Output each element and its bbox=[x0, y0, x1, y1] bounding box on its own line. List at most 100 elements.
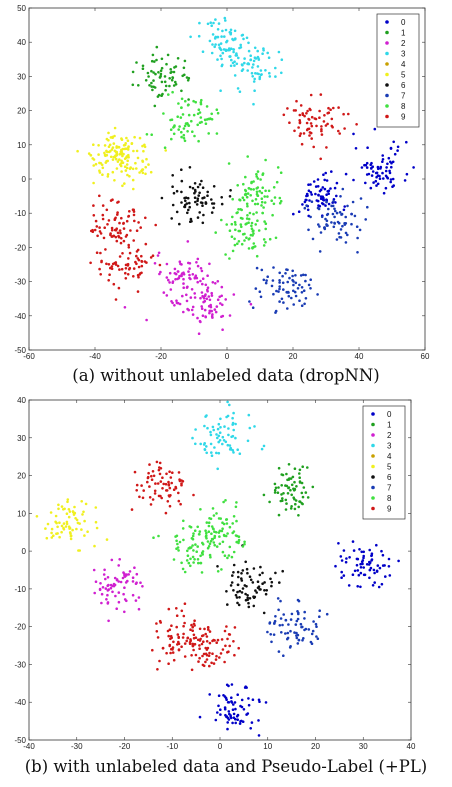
point-digit-6 bbox=[198, 191, 201, 195]
point-digit-3 bbox=[231, 423, 234, 426]
point-digit-0 bbox=[392, 184, 396, 187]
point-digit-9 bbox=[177, 491, 180, 495]
point-digit-9 bbox=[157, 468, 161, 472]
point-digit-0 bbox=[347, 584, 351, 587]
point-digit-9 bbox=[158, 659, 161, 663]
point-digit-9 bbox=[301, 112, 305, 115]
point-digit-7 bbox=[299, 274, 303, 277]
point-digit-0 bbox=[358, 548, 361, 551]
point-digit-6 bbox=[248, 597, 252, 600]
point-digit-2 bbox=[128, 570, 132, 573]
point-digit-8 bbox=[182, 136, 186, 140]
point-digit-5 bbox=[135, 167, 138, 170]
legend-box bbox=[376, 13, 420, 128]
point-digit-3 bbox=[234, 422, 237, 426]
legend-label: 8 bbox=[387, 494, 392, 503]
point-digit-9 bbox=[174, 486, 178, 490]
point-digit-2 bbox=[178, 274, 181, 278]
point-digit-3 bbox=[210, 51, 214, 55]
point-digit-6 bbox=[195, 203, 199, 206]
point-digit-2 bbox=[208, 311, 211, 315]
point-digit-2 bbox=[197, 332, 201, 336]
point-digit-3 bbox=[194, 442, 197, 446]
point-digit-8 bbox=[236, 242, 239, 245]
point-digit-5 bbox=[95, 526, 99, 530]
point-digit-9 bbox=[167, 634, 170, 638]
point-digit-0 bbox=[376, 165, 380, 169]
point-digit-9 bbox=[147, 471, 150, 475]
point-digit-0 bbox=[387, 565, 391, 568]
point-digit-3 bbox=[259, 73, 263, 77]
point-digit-7 bbox=[284, 632, 287, 635]
point-digit-0 bbox=[371, 584, 375, 587]
legend-label: 1 bbox=[401, 29, 406, 38]
point-digit-0 bbox=[233, 701, 237, 704]
point-digit-7 bbox=[324, 217, 327, 221]
point-digit-2 bbox=[141, 585, 144, 588]
point-digit-6 bbox=[246, 596, 249, 600]
point-digit-0 bbox=[357, 573, 361, 577]
point-digit-9 bbox=[215, 654, 218, 658]
point-digit-9 bbox=[175, 625, 178, 629]
legend-label: 4 bbox=[401, 60, 406, 69]
point-digit-0 bbox=[352, 549, 356, 552]
point-digit-2 bbox=[106, 602, 110, 605]
point-digit-2 bbox=[153, 262, 157, 265]
point-digit-8 bbox=[241, 545, 245, 548]
point-digit-9 bbox=[183, 655, 187, 658]
point-digit-9 bbox=[98, 267, 101, 271]
point-digit-3 bbox=[223, 425, 226, 428]
point-digit-2 bbox=[185, 299, 189, 303]
point-digit-9 bbox=[110, 265, 114, 268]
point-digit-6 bbox=[186, 211, 189, 215]
y-tick-label: 20 bbox=[17, 107, 26, 116]
point-digit-1 bbox=[172, 84, 176, 87]
point-digit-5 bbox=[129, 166, 132, 169]
legend-label: 9 bbox=[401, 113, 406, 122]
point-digit-0 bbox=[257, 734, 261, 737]
point-digit-3 bbox=[248, 426, 252, 430]
point-digit-0 bbox=[224, 696, 228, 700]
point-digit-6 bbox=[252, 604, 256, 608]
point-digit-1 bbox=[301, 465, 305, 468]
point-digit-0 bbox=[307, 183, 310, 186]
point-digit-9 bbox=[140, 484, 143, 487]
legend-marker bbox=[371, 464, 375, 469]
legend-box bbox=[362, 405, 406, 520]
point-digit-9 bbox=[127, 243, 130, 247]
point-digit-1 bbox=[292, 496, 296, 499]
point-digit-0 bbox=[227, 701, 231, 704]
point-digit-7 bbox=[286, 307, 289, 310]
point-digit-8 bbox=[180, 106, 183, 110]
point-digit-0 bbox=[366, 146, 369, 149]
point-digit-7 bbox=[281, 274, 284, 278]
point-digit-6 bbox=[249, 578, 253, 582]
point-digit-0 bbox=[378, 566, 382, 570]
point-digit-3 bbox=[217, 43, 221, 47]
point-digit-0 bbox=[227, 710, 231, 713]
y-tick-label: 40 bbox=[17, 396, 26, 405]
point-digit-3 bbox=[220, 64, 224, 68]
point-digit-8 bbox=[221, 527, 224, 530]
point-digit-7 bbox=[280, 297, 284, 301]
point-digit-2 bbox=[127, 573, 130, 576]
point-digit-1 bbox=[273, 488, 277, 492]
point-digit-9 bbox=[154, 223, 157, 227]
point-digit-7 bbox=[312, 620, 315, 623]
point-digit-2 bbox=[216, 298, 220, 302]
point-digit-7 bbox=[339, 228, 343, 231]
point-digit-5 bbox=[121, 154, 124, 158]
point-digit-8 bbox=[261, 211, 264, 215]
point-digit-9 bbox=[133, 219, 136, 223]
point-digit-9 bbox=[144, 216, 147, 220]
point-digit-0 bbox=[381, 158, 385, 161]
point-digit-9 bbox=[178, 478, 181, 481]
point-digit-9 bbox=[128, 210, 131, 213]
point-digit-2 bbox=[123, 610, 126, 614]
point-digit-6 bbox=[189, 217, 193, 221]
point-digit-3 bbox=[216, 467, 219, 471]
point-digit-7 bbox=[303, 206, 307, 210]
point-digit-8 bbox=[276, 166, 280, 169]
point-digit-0 bbox=[384, 575, 387, 578]
point-digit-0 bbox=[330, 170, 333, 173]
